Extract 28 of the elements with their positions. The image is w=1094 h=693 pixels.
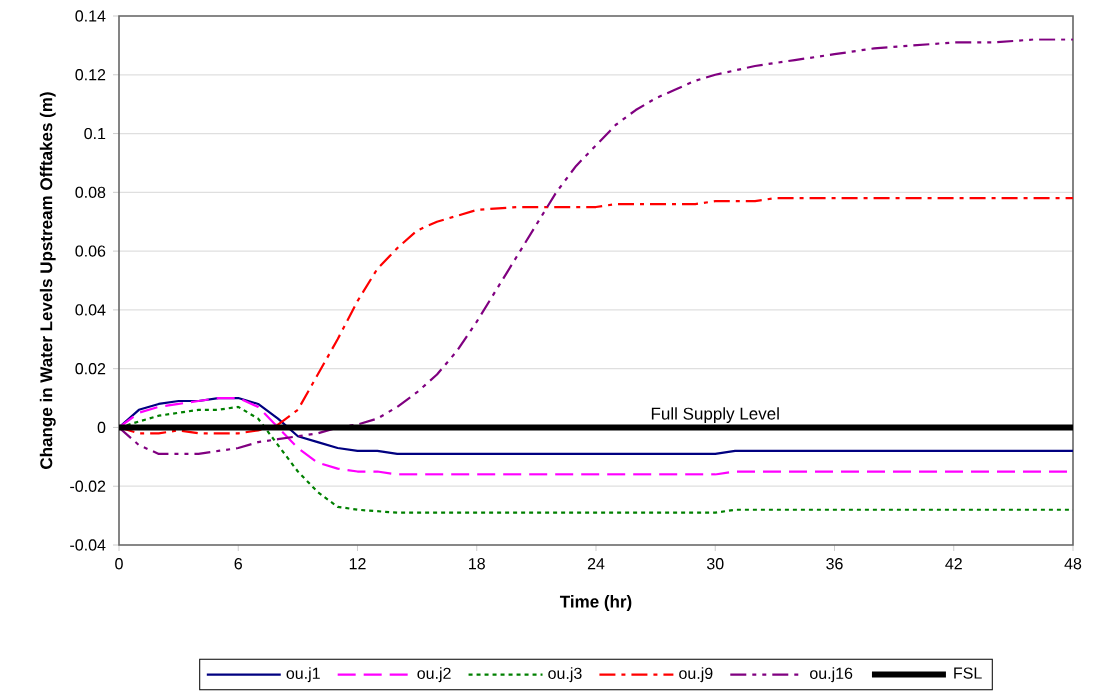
legend-label: FSL <box>954 667 982 679</box>
x-tick-label: 6 <box>234 558 242 570</box>
x-tick-label: 48 <box>1064 558 1082 570</box>
x-tick-label: 12 <box>349 558 366 570</box>
x-tick-label: 42 <box>945 558 962 570</box>
y-tick-label: -0.04 <box>70 539 106 551</box>
x-tick-label: 18 <box>469 558 485 570</box>
y-tick-label: 0.1 <box>84 127 106 140</box>
y-tick-label: 0.02 <box>75 363 106 375</box>
legend-label: ou.j1 <box>286 667 320 683</box>
y-tick-label: -0.02 <box>70 480 106 492</box>
x-tick-label: 30 <box>706 558 724 570</box>
legend-label: ou.j2 <box>417 667 451 683</box>
y-tick-label: 0.08 <box>75 186 106 198</box>
x-tick-label: 36 <box>826 558 843 570</box>
x-axis-title: Time (hr) <box>559 595 632 611</box>
annotation: Full Supply Level <box>651 407 779 424</box>
legend-label: ou.j3 <box>548 667 582 683</box>
y-tick-label: 0.12 <box>75 69 106 81</box>
legend-label: ou.j9 <box>679 667 713 683</box>
y-tick-label: 0.06 <box>75 245 106 257</box>
y-tick-label: 0.14 <box>75 10 106 22</box>
x-tick-label: 24 <box>587 558 605 570</box>
y-tick-label: 0 <box>97 421 106 434</box>
legend-label: ou.j16 <box>810 667 853 683</box>
y-tick-label: 0.04 <box>75 304 106 316</box>
x-tick-label: 0 <box>115 558 123 570</box>
y-axis-title: Change in Water Levels Upstream Offtakes (m) <box>39 92 56 469</box>
